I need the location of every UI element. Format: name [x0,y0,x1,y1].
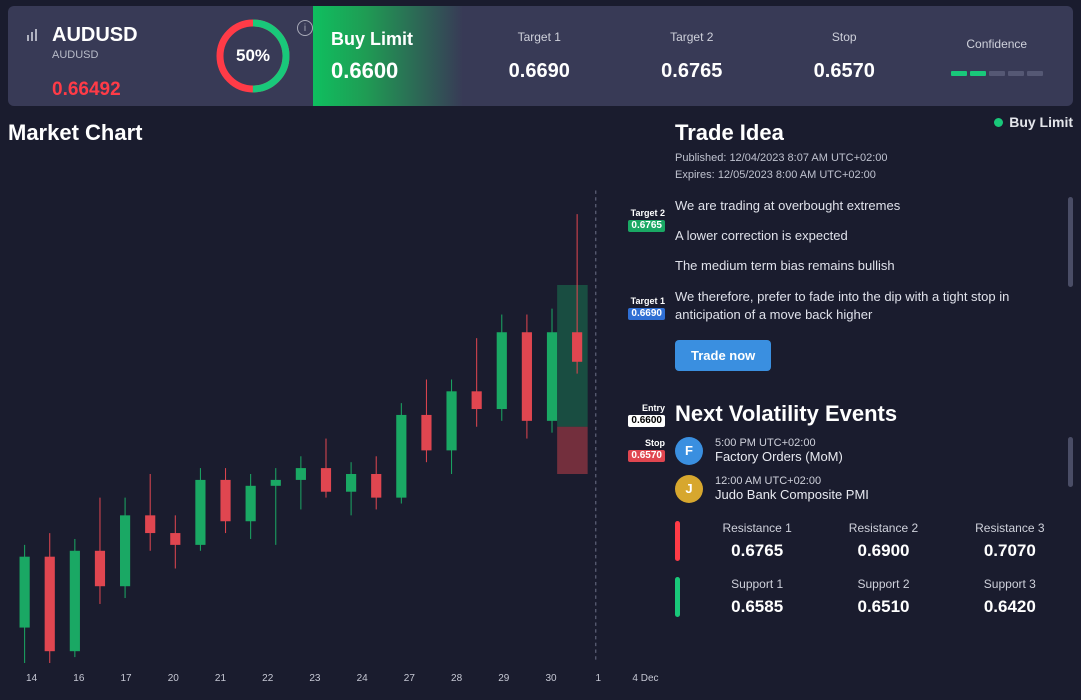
trade-idea-line: We therefore, prefer to fade into the di… [675,288,1059,324]
target2-col: Target 2 0.6765 [616,6,769,106]
confidence-col: Confidence [921,6,1074,106]
sr-level: Resistance 20.6900 [820,521,946,561]
x-axis-label: 27 [386,673,433,684]
sr-level: Support 20.6510 [820,577,946,617]
bars-icon [26,28,40,94]
x-axis-label: 17 [102,673,149,684]
confidence-bar [951,71,967,76]
trade-now-button[interactable]: Trade now [675,340,771,371]
price-label-title: Target 2 [631,208,665,218]
price-label: 0.6690 [628,308,665,320]
stop-col: Stop 0.6570 [768,6,921,106]
event-badge-icon: J [675,475,703,503]
sr-level: Resistance 30.7070 [947,521,1073,561]
symbol-price: 0.66492 [52,79,138,101]
confidence-bar [1008,71,1024,76]
sr-level: Support 30.6420 [947,577,1073,617]
price-label-title: Stop [645,438,665,448]
sr-levels: Resistance 10.6765Resistance 20.6900Resi… [675,521,1073,617]
confidence-bar [970,71,986,76]
scrollbar-thumb[interactable] [1068,437,1073,487]
price-label-title: Entry [642,403,665,413]
confidence-gauge: 50% i [193,6,313,106]
price-label-title: Target 1 [631,296,665,306]
trade-idea-line: We are trading at overbought extremes [675,197,1059,215]
x-axis-label: 20 [150,673,197,684]
x-axis-label: 28 [433,673,480,684]
symbol-name: AUDUSD [52,24,138,47]
x-axis-label: 1 [575,673,622,684]
sr-level: Support 10.6585 [694,577,820,617]
action-value: 0.6600 [331,58,463,84]
trade-idea-tag: Buy Limit [994,114,1073,130]
action-label: Buy Limit [331,29,463,50]
trade-idea-panel: Trade Idea Published: 12/04/2023 8:07 AM… [675,114,1073,371]
volatility-event[interactable]: J12:00 AM UTC+02:00Judo Bank Composite P… [675,475,1059,503]
action-block: Buy Limit 0.6600 [313,6,463,106]
trade-idea-line: The medium term bias remains bullish [675,257,1059,275]
confidence-bar [989,71,1005,76]
chart-title: Market Chart [8,120,669,146]
gauge-pct: 50% [236,46,270,66]
price-label: 0.6570 [628,450,665,462]
event-badge-icon: F [675,437,703,465]
confidence-bar [1027,71,1043,76]
symbol-sub: AUDUSD [52,49,138,61]
summary-panel: AUDUSD AUDUSD 0.66492 50% i Buy Limit 0.… [8,6,1073,106]
sr-level: Resistance 10.6765 [694,521,820,561]
support-marker-icon [675,577,680,617]
x-axis-label: 23 [291,673,338,684]
resistance-marker-icon [675,521,680,561]
x-axis-label: 21 [197,673,244,684]
volatility-event[interactable]: F5:00 PM UTC+02:00Factory Orders (MoM) [675,437,1059,465]
market-chart[interactable]: 14161720212223242728293014 Dec Target 2 0… [8,150,669,690]
price-label: 0.6765 [628,220,665,232]
x-axis-label: 4 Dec [622,673,669,684]
volatility-panel: Next Volatility Events F5:00 PM UTC+02:0… [675,395,1073,633]
x-axis-label: 22 [244,673,291,684]
scrollbar-thumb[interactable] [1068,197,1073,287]
symbol-block: AUDUSD AUDUSD 0.66492 [8,6,193,106]
trade-idea-line: A lower correction is expected [675,227,1059,245]
dot-icon [994,118,1003,127]
trade-idea-title: Trade Idea [675,120,888,146]
x-axis-label: 30 [527,673,574,684]
x-axis-label: 14 [8,673,55,684]
x-axis-label: 24 [339,673,386,684]
volatility-title: Next Volatility Events [675,401,1073,427]
x-axis-label: 29 [480,673,527,684]
price-label: 0.6600 [628,415,665,427]
info-icon[interactable]: i [297,20,313,36]
x-axis-label: 16 [55,673,102,684]
target1-col: Target 1 0.6690 [463,6,616,106]
